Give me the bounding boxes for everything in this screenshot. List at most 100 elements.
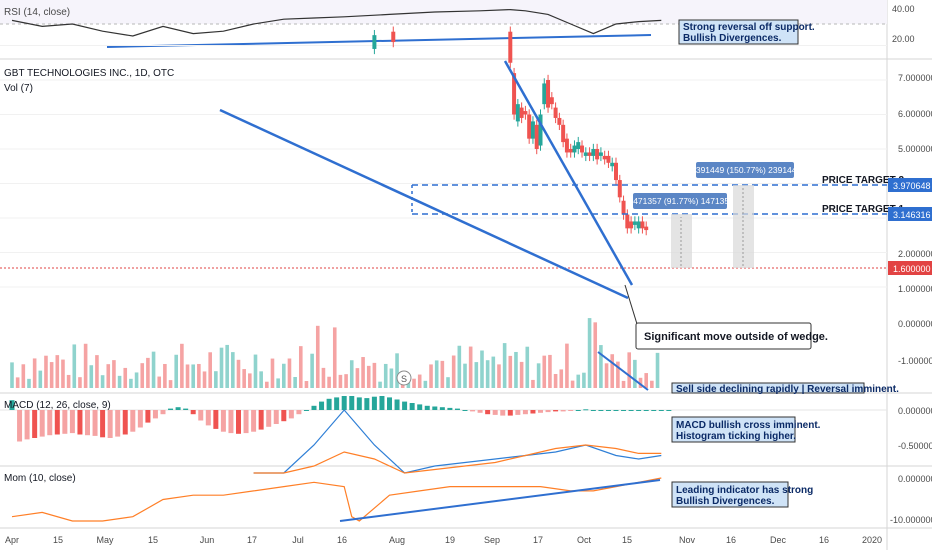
rsi-callout-line-1: Strong reversal off support. (683, 22, 815, 33)
volume-bar (355, 368, 360, 388)
candle (606, 155, 611, 163)
volume-bar (83, 343, 88, 388)
measure-1[interactable]: 1.471357 (91.77%) 1471357 (626, 193, 734, 268)
macd-histogram-bar (319, 401, 325, 410)
time-axis[interactable]: Apr 15 May 15 Jun 17 Jul 16 Aug 19 Sep 17 Oct 15 Nov 16… (5, 535, 882, 545)
volume-bar (32, 358, 37, 388)
price-target-1-label: PRICE TARGET 1 (822, 204, 904, 215)
macd-histogram-bar (62, 410, 68, 434)
volume-bar (559, 369, 564, 388)
macd-histogram-bar (311, 405, 317, 410)
volume-bar (610, 354, 615, 388)
rsi-legend: RSI (14, close) (4, 7, 70, 18)
candle (512, 73, 517, 115)
macd-histogram-bar (220, 410, 226, 432)
volume-bar (378, 381, 382, 388)
macd-histogram (9, 396, 672, 442)
momentum-callout[interactable]: Leading indicator has strong Bullish Div… (671, 481, 813, 508)
volume-bar (44, 355, 48, 388)
macd-histogram-bar (32, 410, 38, 438)
volume-bar (480, 350, 484, 388)
volume-bar (412, 378, 416, 388)
macd-histogram-bar (402, 401, 408, 410)
macd-histogram-bar (69, 410, 75, 434)
volume-bar (451, 355, 456, 388)
macd-histogram-bar (281, 410, 287, 422)
wedge-lower-trendline[interactable] (219, 108, 629, 300)
volume-bar (55, 355, 60, 388)
candle (534, 124, 539, 149)
rsi-callout[interactable]: Strong reversal off support. Bullish Div… (678, 19, 815, 45)
momentum-callout-box (671, 481, 789, 508)
volume-bar (282, 363, 286, 388)
macd-histogram-bar (613, 410, 619, 411)
volume-bar (468, 346, 473, 388)
volume-callout[interactable]: Sell side declining rapidly | Reversal i… (671, 382, 899, 395)
macd-histogram-bar (236, 410, 241, 434)
macd-histogram-bar (598, 410, 604, 411)
macd-histogram-bar (24, 410, 30, 440)
momentum-callout-line-2: Bullish Divergences. (676, 496, 775, 507)
macd-histogram-bar (515, 410, 521, 415)
candle (546, 80, 551, 108)
macd-histogram-bar (356, 397, 362, 410)
volume-bar (531, 379, 535, 388)
volume-bar (214, 371, 218, 388)
volume-trendline[interactable] (597, 351, 649, 391)
macd-histogram-bar (500, 410, 506, 416)
measure-2[interactable]: 2.391449 (150.77%) 2391449 (689, 162, 802, 268)
macd-histogram-bar (243, 410, 249, 434)
volume-bar (582, 372, 586, 388)
volume-bar (270, 358, 275, 388)
volume-bar (519, 361, 524, 388)
price-axis-label: 6.000000 (898, 109, 932, 119)
volume-bar (338, 374, 343, 388)
price-axis-label: 5.000000 (898, 144, 932, 154)
volume-bar (293, 376, 297, 388)
candle (610, 162, 615, 167)
volume-bar (616, 361, 620, 388)
volume-bar (389, 368, 394, 388)
split-event-marker[interactable]: S (396, 370, 412, 386)
candle (632, 221, 637, 225)
measure-1-label: 1.471357 (91.77%) 1471357 (626, 196, 734, 206)
macd-histogram-bar (54, 410, 60, 435)
volume-legend: Vol (7) (4, 83, 33, 94)
wedge-callout-pointer (624, 284, 638, 325)
wedge-upper-trendline[interactable] (503, 60, 634, 286)
macd-histogram-bar (303, 410, 309, 411)
momentum-trendline[interactable] (339, 479, 661, 522)
measure-1-label-box (633, 193, 727, 209)
volume-bar (463, 363, 467, 388)
volume-bar (502, 343, 507, 388)
volume-bar (542, 355, 547, 388)
candle (391, 31, 396, 43)
volume-bar (395, 353, 399, 388)
macd-histogram-bar (273, 410, 279, 424)
measure-2-label: 2.391449 (150.77%) 2391449 (689, 165, 802, 175)
macd-histogram-bar (175, 407, 181, 410)
rsi-callout-box (678, 19, 799, 45)
macd-histogram-bar (364, 398, 370, 410)
volume-bar (349, 360, 354, 388)
volume-bar (236, 359, 241, 388)
volume-bar (231, 352, 235, 388)
volume-bar (638, 377, 643, 388)
wedge-callout[interactable]: Significant move outside of wedge. (624, 284, 828, 350)
candle (640, 221, 645, 229)
time-axis-label: 16 (337, 535, 347, 545)
macd-histogram-bar (183, 408, 189, 410)
volume-bar (248, 373, 252, 388)
macd-histogram-bar (77, 410, 83, 435)
macd-callout-line-1: MACD bullish cross imminent. (676, 420, 821, 431)
time-axis-label: Sep (484, 535, 500, 545)
candle (527, 114, 532, 139)
volume-bar (429, 364, 433, 388)
volume-bar (112, 360, 116, 388)
macd-callout[interactable]: MACD bullish cross imminent. Histogram t… (671, 416, 821, 443)
candle (587, 152, 592, 156)
volume-bar (15, 377, 20, 388)
volume-bar (242, 369, 246, 388)
